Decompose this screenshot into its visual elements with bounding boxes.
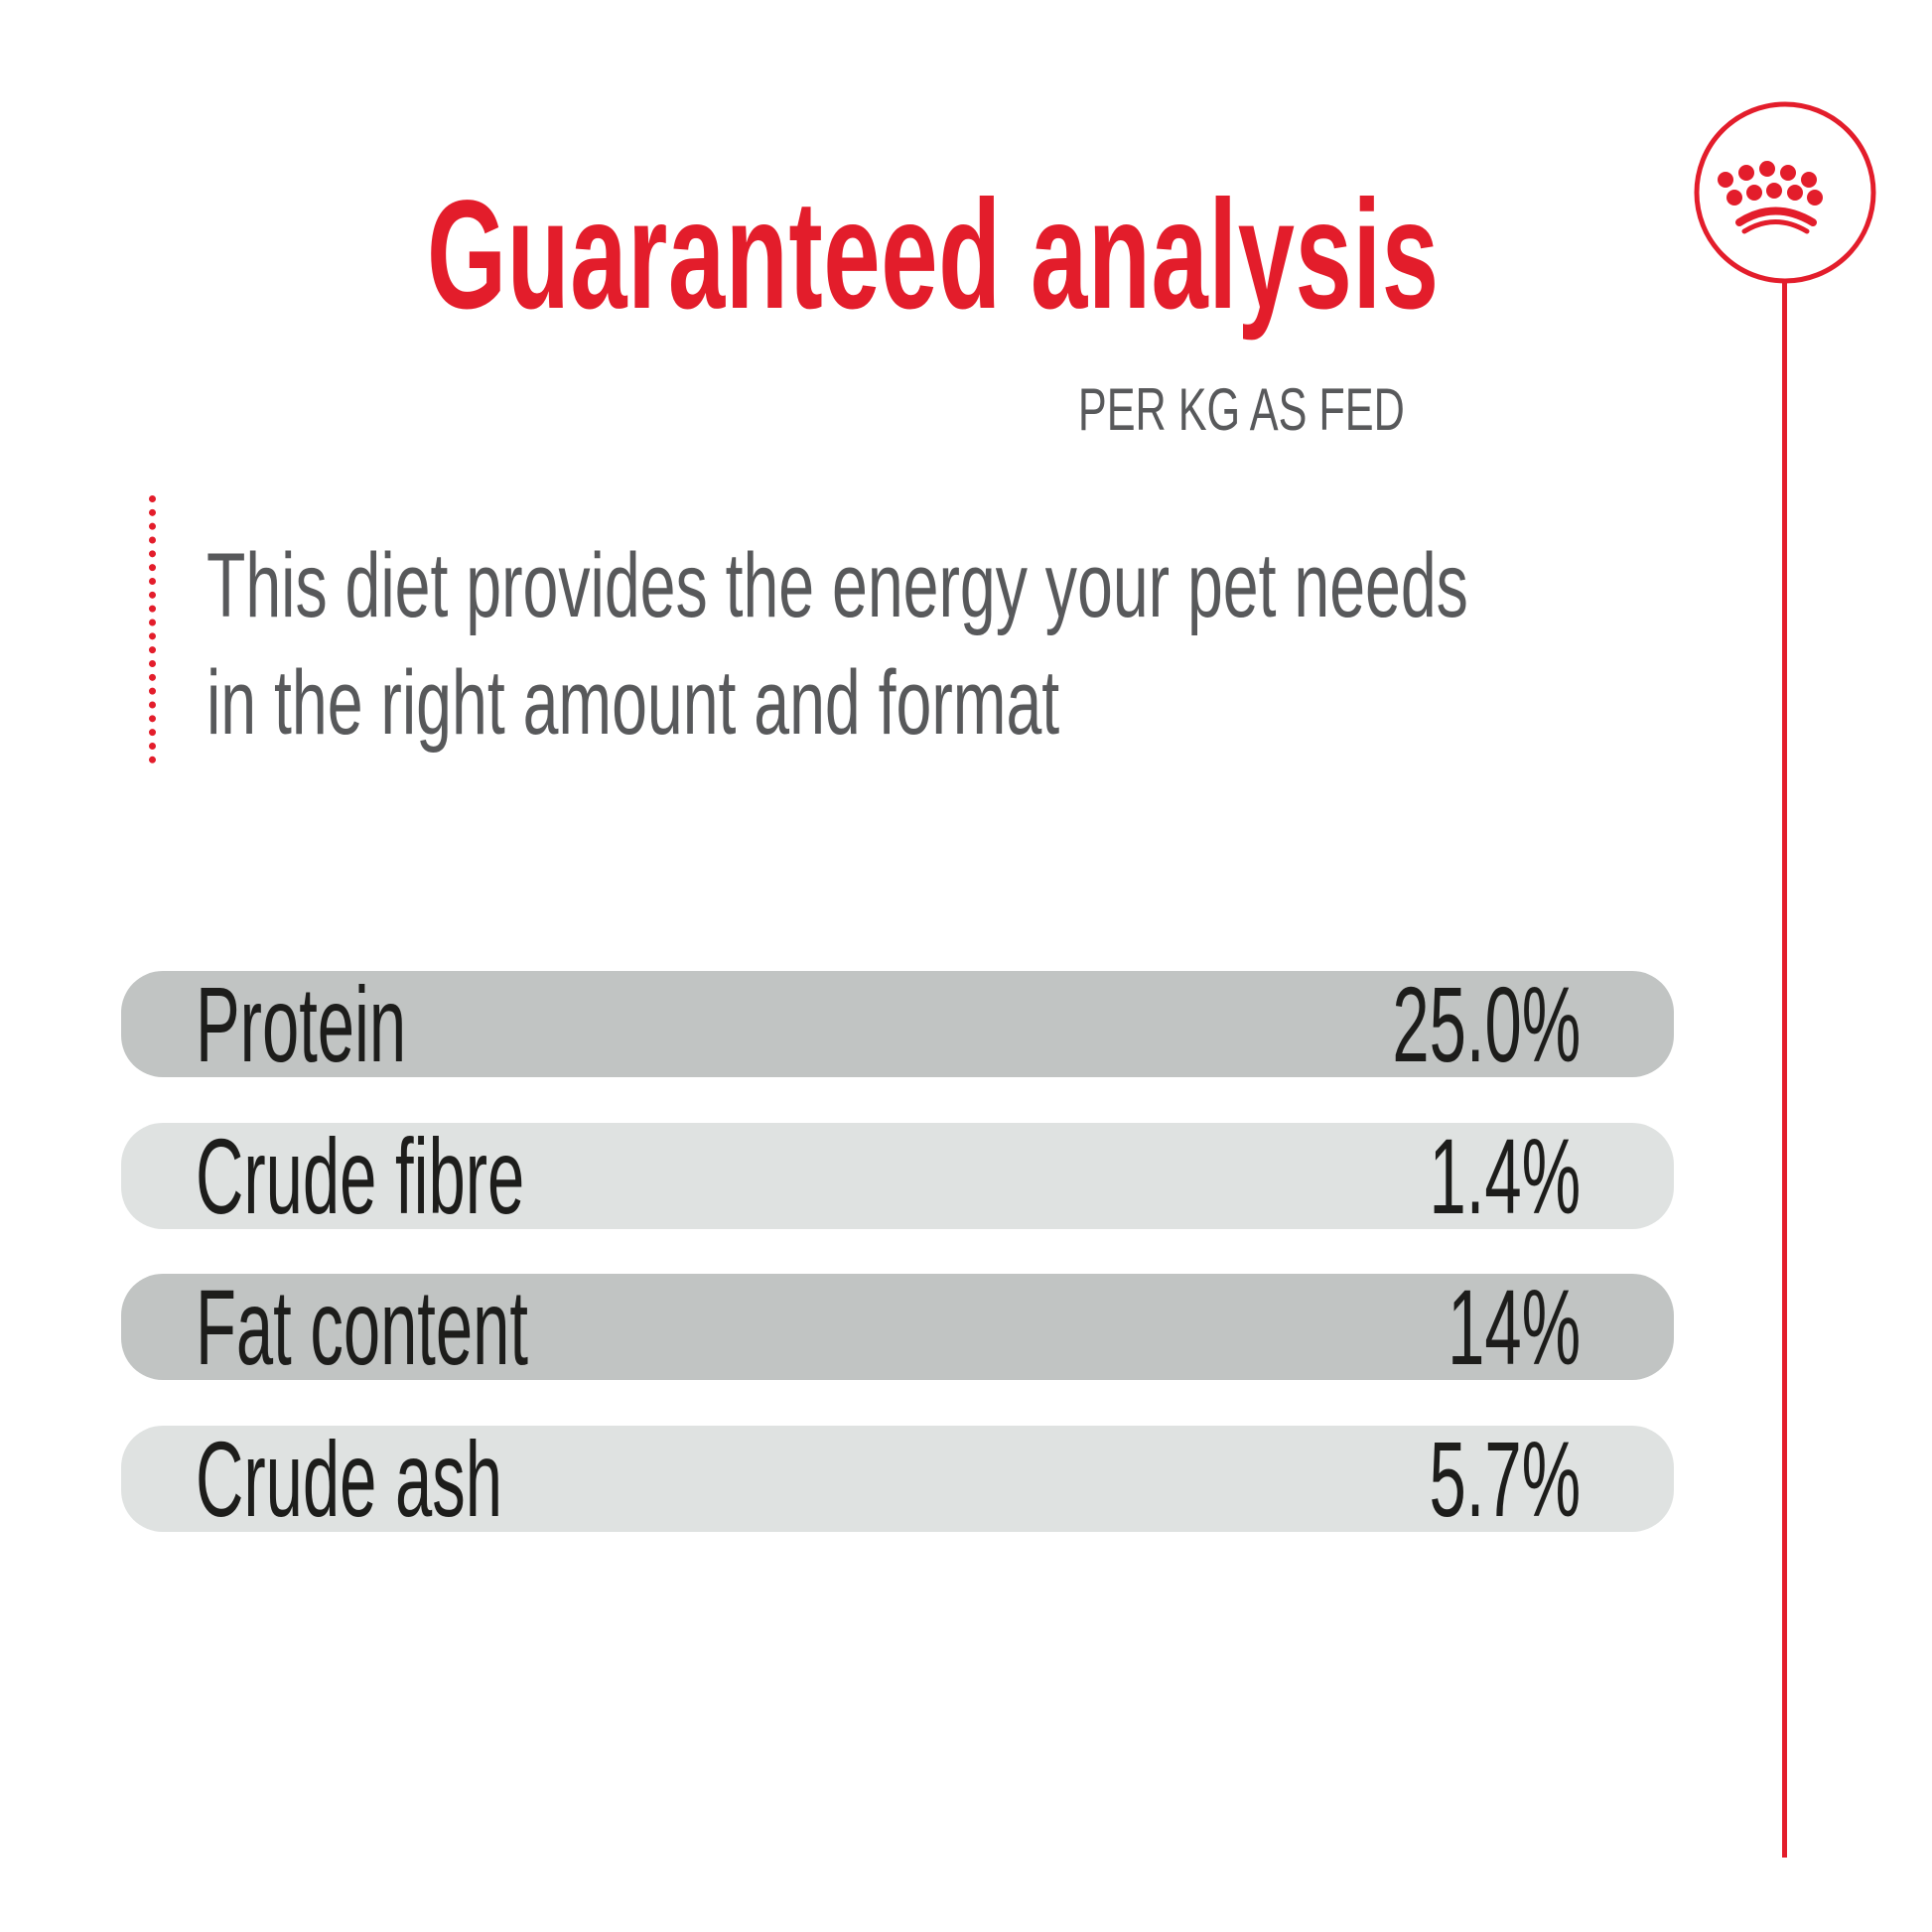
page-title: Guaranteed analysis — [427, 169, 1440, 342]
analysis-row-crude-ash: Crude ash 5.7% — [121, 1419, 1674, 1539]
analysis-value: 25.0% — [1392, 964, 1581, 1084]
analysis-row-protein: Protein 25.0% — [121, 964, 1674, 1084]
description-line-2: in the right amount and format — [207, 652, 1060, 754]
timeline-line — [1782, 283, 1787, 1858]
analysis-label: Protein — [196, 964, 407, 1084]
description-line-1: This diet provides the energy your pet n… — [207, 535, 1468, 636]
dotted-divider — [149, 495, 156, 763]
crown-logo-icon — [1694, 101, 1876, 284]
analysis-value: 1.4% — [1429, 1116, 1581, 1236]
analysis-value: 5.7% — [1429, 1419, 1581, 1539]
analysis-value: 14% — [1447, 1267, 1581, 1387]
analysis-row-crude-fibre: Crude fibre 1.4% — [121, 1116, 1674, 1236]
analysis-label: Fat content — [196, 1267, 529, 1387]
analysis-label: Crude ash — [196, 1419, 502, 1539]
page-subtitle: PER KG AS FED — [1078, 376, 1405, 443]
analysis-label: Crude fibre — [196, 1116, 525, 1236]
analysis-row-fat-content: Fat content 14% — [121, 1267, 1674, 1387]
